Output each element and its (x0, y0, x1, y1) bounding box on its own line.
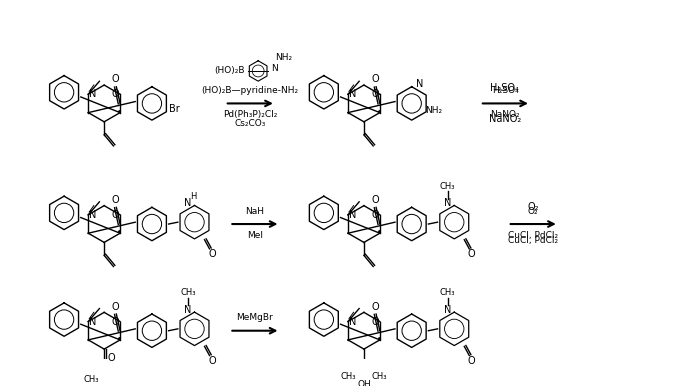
Text: H₂SO₄: H₂SO₄ (492, 86, 519, 95)
Text: N: N (444, 305, 452, 315)
Text: O: O (111, 89, 119, 99)
Text: CH₃: CH₃ (83, 375, 99, 384)
Text: NH₂: NH₂ (275, 54, 292, 63)
Text: N: N (89, 210, 97, 220)
Text: O: O (372, 210, 379, 220)
Text: N: N (271, 64, 278, 73)
Text: NH₂: NH₂ (425, 106, 442, 115)
Text: O: O (111, 301, 119, 312)
Text: N: N (184, 305, 192, 315)
Text: O: O (111, 74, 119, 84)
Text: CH₃: CH₃ (340, 372, 356, 381)
Text: CH₃: CH₃ (440, 288, 455, 298)
Text: O: O (468, 356, 475, 366)
Text: N: N (89, 317, 97, 327)
Text: Br: Br (169, 104, 180, 114)
Text: O: O (372, 317, 379, 327)
Text: (HO)₂B—pyridine-NH₂: (HO)₂B—pyridine-NH₂ (202, 86, 299, 95)
Text: CH₃: CH₃ (180, 288, 195, 298)
Text: O: O (108, 353, 116, 363)
Text: H: H (190, 192, 196, 201)
Text: O₂: O₂ (528, 207, 538, 215)
Text: MeI: MeI (247, 231, 263, 240)
Text: NaNO₂: NaNO₂ (491, 110, 520, 119)
Text: N: N (416, 79, 424, 89)
Text: N: N (184, 198, 192, 208)
Text: O: O (208, 249, 216, 259)
Text: H₂SO₄: H₂SO₄ (491, 83, 519, 93)
Text: MeMgBr: MeMgBr (237, 313, 273, 322)
Text: OH: OH (357, 380, 371, 386)
Text: O: O (111, 317, 119, 327)
Text: (HO)₂B: (HO)₂B (215, 66, 245, 76)
Text: N: N (444, 198, 452, 208)
Text: NaH: NaH (246, 207, 265, 215)
Text: O: O (372, 74, 379, 84)
Text: O: O (372, 89, 379, 99)
Text: NaNO₂: NaNO₂ (489, 114, 521, 124)
Text: Pd(Ph₃P)₂Cl₂: Pd(Ph₃P)₂Cl₂ (223, 110, 277, 119)
Text: CH₃: CH₃ (372, 372, 387, 381)
Text: CH₃: CH₃ (440, 182, 455, 191)
Text: O: O (372, 195, 379, 205)
Text: CuCl, PdCl₂: CuCl, PdCl₂ (508, 236, 558, 245)
Text: O: O (111, 210, 119, 220)
Text: O: O (468, 249, 475, 259)
Text: O₂: O₂ (527, 202, 538, 212)
Text: N: N (349, 89, 356, 99)
Text: N: N (89, 89, 97, 99)
Text: CuCl, PdCl₂: CuCl, PdCl₂ (508, 231, 559, 240)
Text: O: O (372, 301, 379, 312)
Text: O: O (111, 195, 119, 205)
Text: N: N (349, 210, 356, 220)
Text: Cs₂CO₃: Cs₂CO₃ (234, 119, 266, 128)
Text: N: N (349, 317, 356, 327)
Text: O: O (208, 356, 216, 366)
